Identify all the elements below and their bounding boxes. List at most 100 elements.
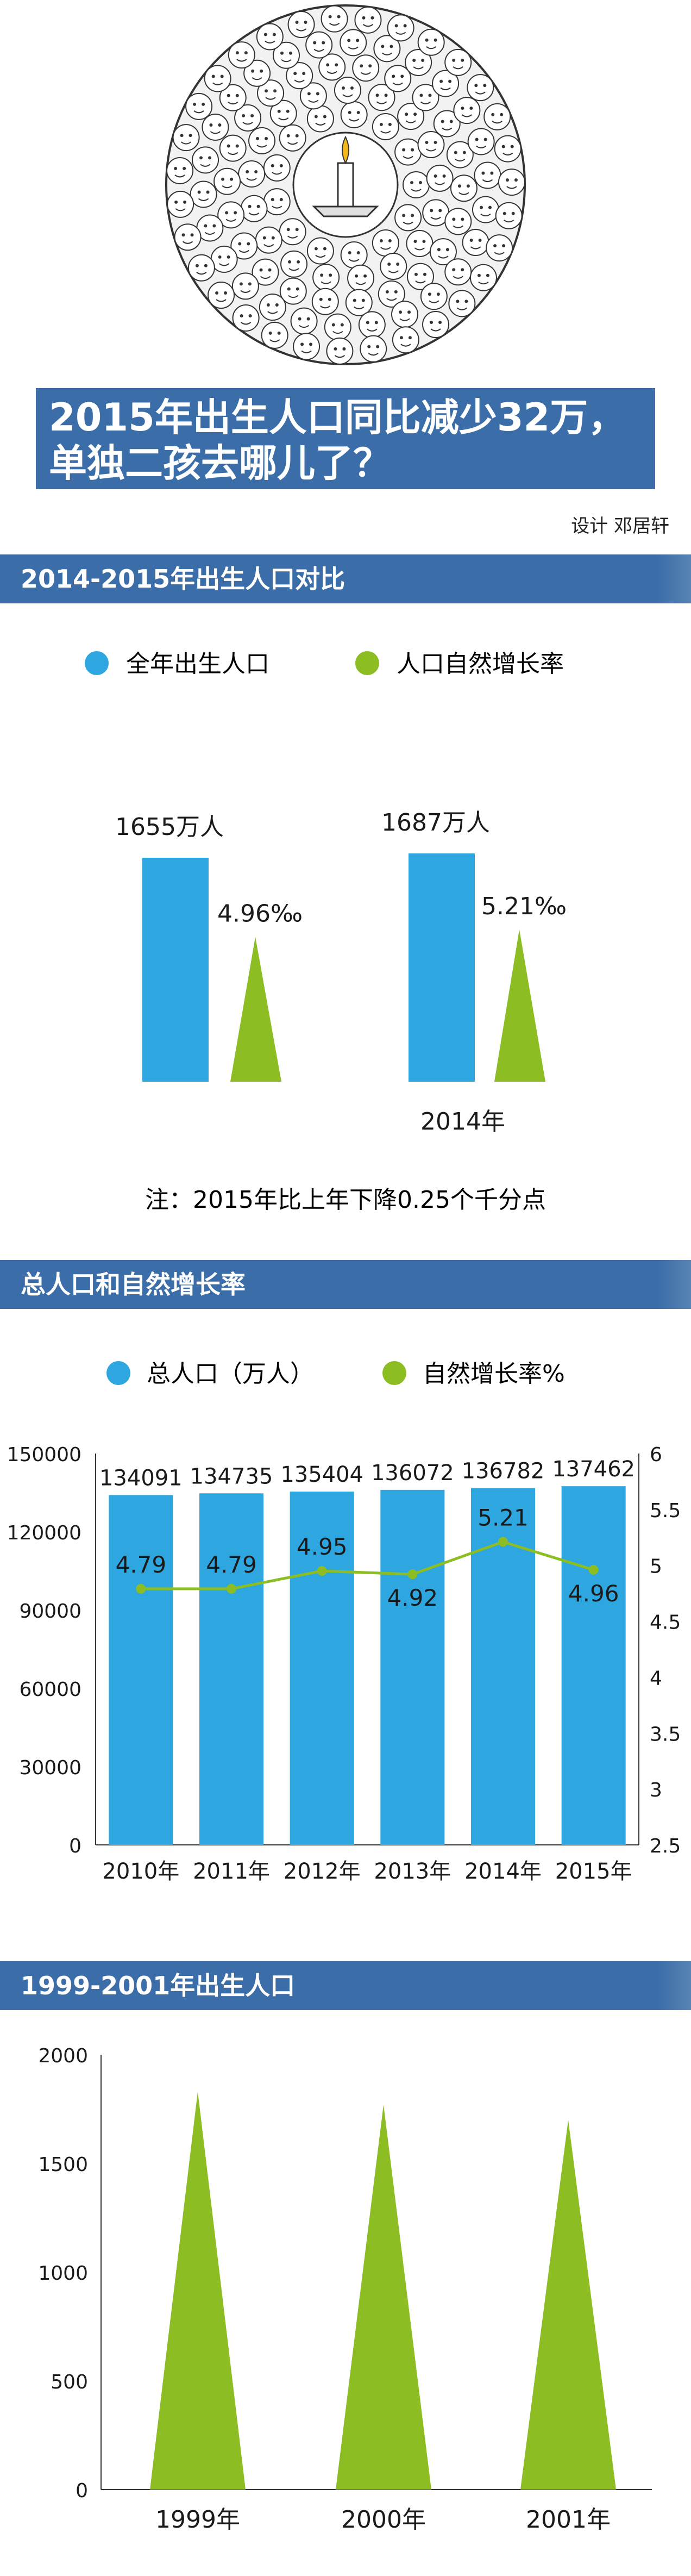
population-bar (290, 1492, 354, 1845)
face-icon (204, 65, 231, 92)
face-icon (432, 70, 460, 97)
birth-bar (142, 857, 209, 1082)
face-icon (252, 258, 279, 286)
main-title: 2015年出生人口同比减少32万， 单独二孩去哪儿了？ (36, 388, 655, 489)
x-tick-label: 2011年 (193, 1859, 270, 1884)
population-bar (561, 1486, 626, 1845)
growth-value-label: 4.79 (206, 1551, 257, 1578)
face-icon (228, 41, 255, 69)
right-tick-label: 2.5 (650, 1835, 681, 1857)
y-tick-label: 0 (76, 2480, 88, 2502)
growth-value-label: 4.95 (297, 1533, 348, 1560)
face-icon (217, 201, 245, 229)
population-value-label: 134735 (190, 1464, 273, 1489)
left-tick-label: 150000 (7, 1444, 81, 1466)
rate-label: 4.96‰ (217, 900, 303, 927)
face-icon (334, 77, 361, 104)
hero-illustration (165, 4, 526, 365)
face-icon (208, 282, 235, 309)
face-icon (286, 62, 313, 90)
growth-point (498, 1537, 508, 1547)
growth-line (141, 1540, 594, 1590)
population-value-label: 137462 (552, 1457, 635, 1482)
population-value-label: 135404 (280, 1462, 363, 1487)
face-icon (231, 272, 259, 300)
face-icon (462, 229, 489, 257)
growth-point (588, 1564, 599, 1575)
face-icon (420, 283, 448, 310)
face-icon (321, 5, 348, 33)
section3-chart: 0 500 1000 1500 2000 1999年 2000年 2001年 (38, 2045, 652, 2534)
face-icon (238, 160, 266, 188)
face-icon (426, 164, 454, 192)
right-tick-label: 5.5 (650, 1500, 681, 1522)
left-tick-label: 90000 (19, 1600, 81, 1623)
x-tick-label: 2012年 (284, 1859, 361, 1884)
face-icon (167, 190, 194, 218)
main-title-line2: 单独二孩去哪儿了？ (49, 441, 391, 485)
section2-legend: 总人口（万人） 自然增长率% (106, 1360, 565, 1388)
face-icon (340, 101, 368, 128)
face-icon (417, 28, 445, 56)
face-icon (287, 11, 315, 39)
y-tick-label: 500 (51, 2371, 88, 2393)
face-icon (446, 141, 474, 169)
section1-header: 2014-2015年出生人口对比 (0, 554, 691, 603)
face-icon (422, 311, 450, 339)
x-tick-label: 2000年 (341, 2506, 426, 2534)
left-tick-label: 0 (69, 1835, 81, 1857)
population-bar (109, 1495, 173, 1845)
category-label: 2014年 (420, 1108, 505, 1136)
face-icon (255, 226, 282, 254)
right-tick-label: 6 (650, 1444, 662, 1466)
right-tick-label: 4.5 (650, 1612, 681, 1634)
x-tick-label: 2001年 (526, 2506, 611, 2534)
birth-triangle (520, 2120, 616, 2490)
face-icon (358, 311, 386, 339)
population-value-label: 136782 (462, 1458, 545, 1483)
face-icon (469, 264, 497, 291)
face-icon (340, 241, 368, 269)
legend-label-growth: 自然增长率% (423, 1360, 565, 1388)
face-icon (429, 238, 457, 266)
face-icon (467, 128, 495, 155)
rate-label: 5.21‰ (481, 893, 567, 920)
legend-label-rate: 人口自然增长率 (397, 650, 564, 678)
face-icon (263, 188, 291, 216)
face-icon (185, 92, 213, 120)
face-icon (213, 167, 241, 195)
face-icon (230, 232, 258, 260)
face-icon (397, 103, 425, 130)
face-icon (494, 135, 522, 163)
face-icon (467, 74, 494, 102)
face-icon (453, 97, 481, 124)
face-icon (391, 301, 419, 328)
face-icon (340, 29, 367, 57)
face-icon (269, 99, 297, 127)
face-icon (444, 48, 472, 76)
face-icon (219, 134, 247, 162)
face-icon (312, 264, 340, 291)
birth-bar-label: 1655万人 (115, 813, 224, 841)
face-icon (444, 258, 472, 286)
rate-triangle (494, 930, 545, 1082)
face-icon (486, 234, 513, 262)
growth-point (317, 1566, 327, 1576)
section1-chart: 全年出生人口 人口自然增长率 1655万人 4.96‰ 1687万人 5.21‰ 201… (85, 650, 567, 1214)
face-icon (259, 294, 286, 321)
right-tick-label: 4 (650, 1667, 662, 1689)
face-icon (433, 110, 461, 138)
face-icon (305, 31, 333, 59)
face-icon (378, 280, 405, 308)
face-icon (306, 237, 334, 265)
left-tick-label: 30000 (19, 1757, 81, 1779)
face-icon (474, 161, 501, 189)
face-icon (495, 202, 523, 229)
x-tick-label: 2013年 (374, 1859, 451, 1884)
growth-value-label: 4.92 (387, 1585, 438, 1611)
face-icon (417, 131, 445, 159)
face-icon (256, 23, 284, 51)
face-icon (243, 59, 271, 87)
birth-bar-label: 1687万人 (381, 809, 490, 837)
legend-label-birth: 全年出生人口 (126, 650, 269, 678)
